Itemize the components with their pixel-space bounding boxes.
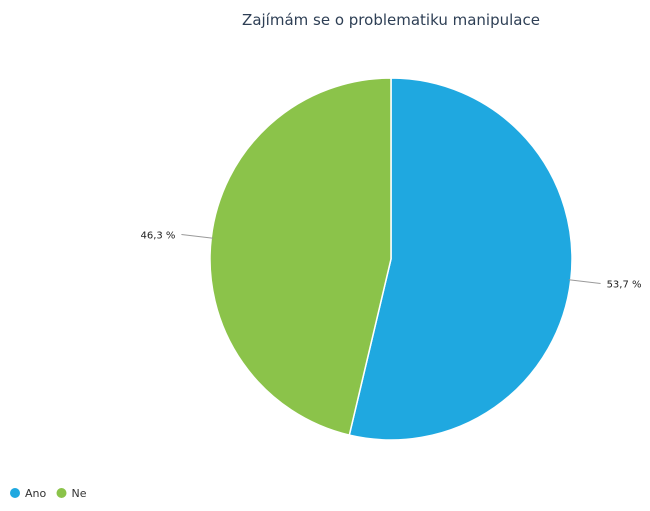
- leader-line-ano: [568, 279, 601, 284]
- legend-marker-ano[interactable]: [10, 488, 20, 498]
- leader-line-ne: [181, 234, 214, 239]
- legend-label-ne[interactable]: Ne: [72, 487, 87, 500]
- chart-title: Zajímám se o problematiku manipulace: [242, 11, 540, 29]
- pie-data-labels: 53,7 % 46,3 %: [140, 231, 641, 291]
- chart-legend: Ano Ne: [10, 487, 87, 500]
- data-label-ne: 46,3 %: [140, 231, 175, 242]
- pie-slices: [209, 77, 573, 441]
- legend-marker-ne[interactable]: [56, 488, 67, 498]
- data-label-ano: 53,7 %: [607, 279, 642, 290]
- legend-label-ano[interactable]: Ano: [25, 487, 46, 500]
